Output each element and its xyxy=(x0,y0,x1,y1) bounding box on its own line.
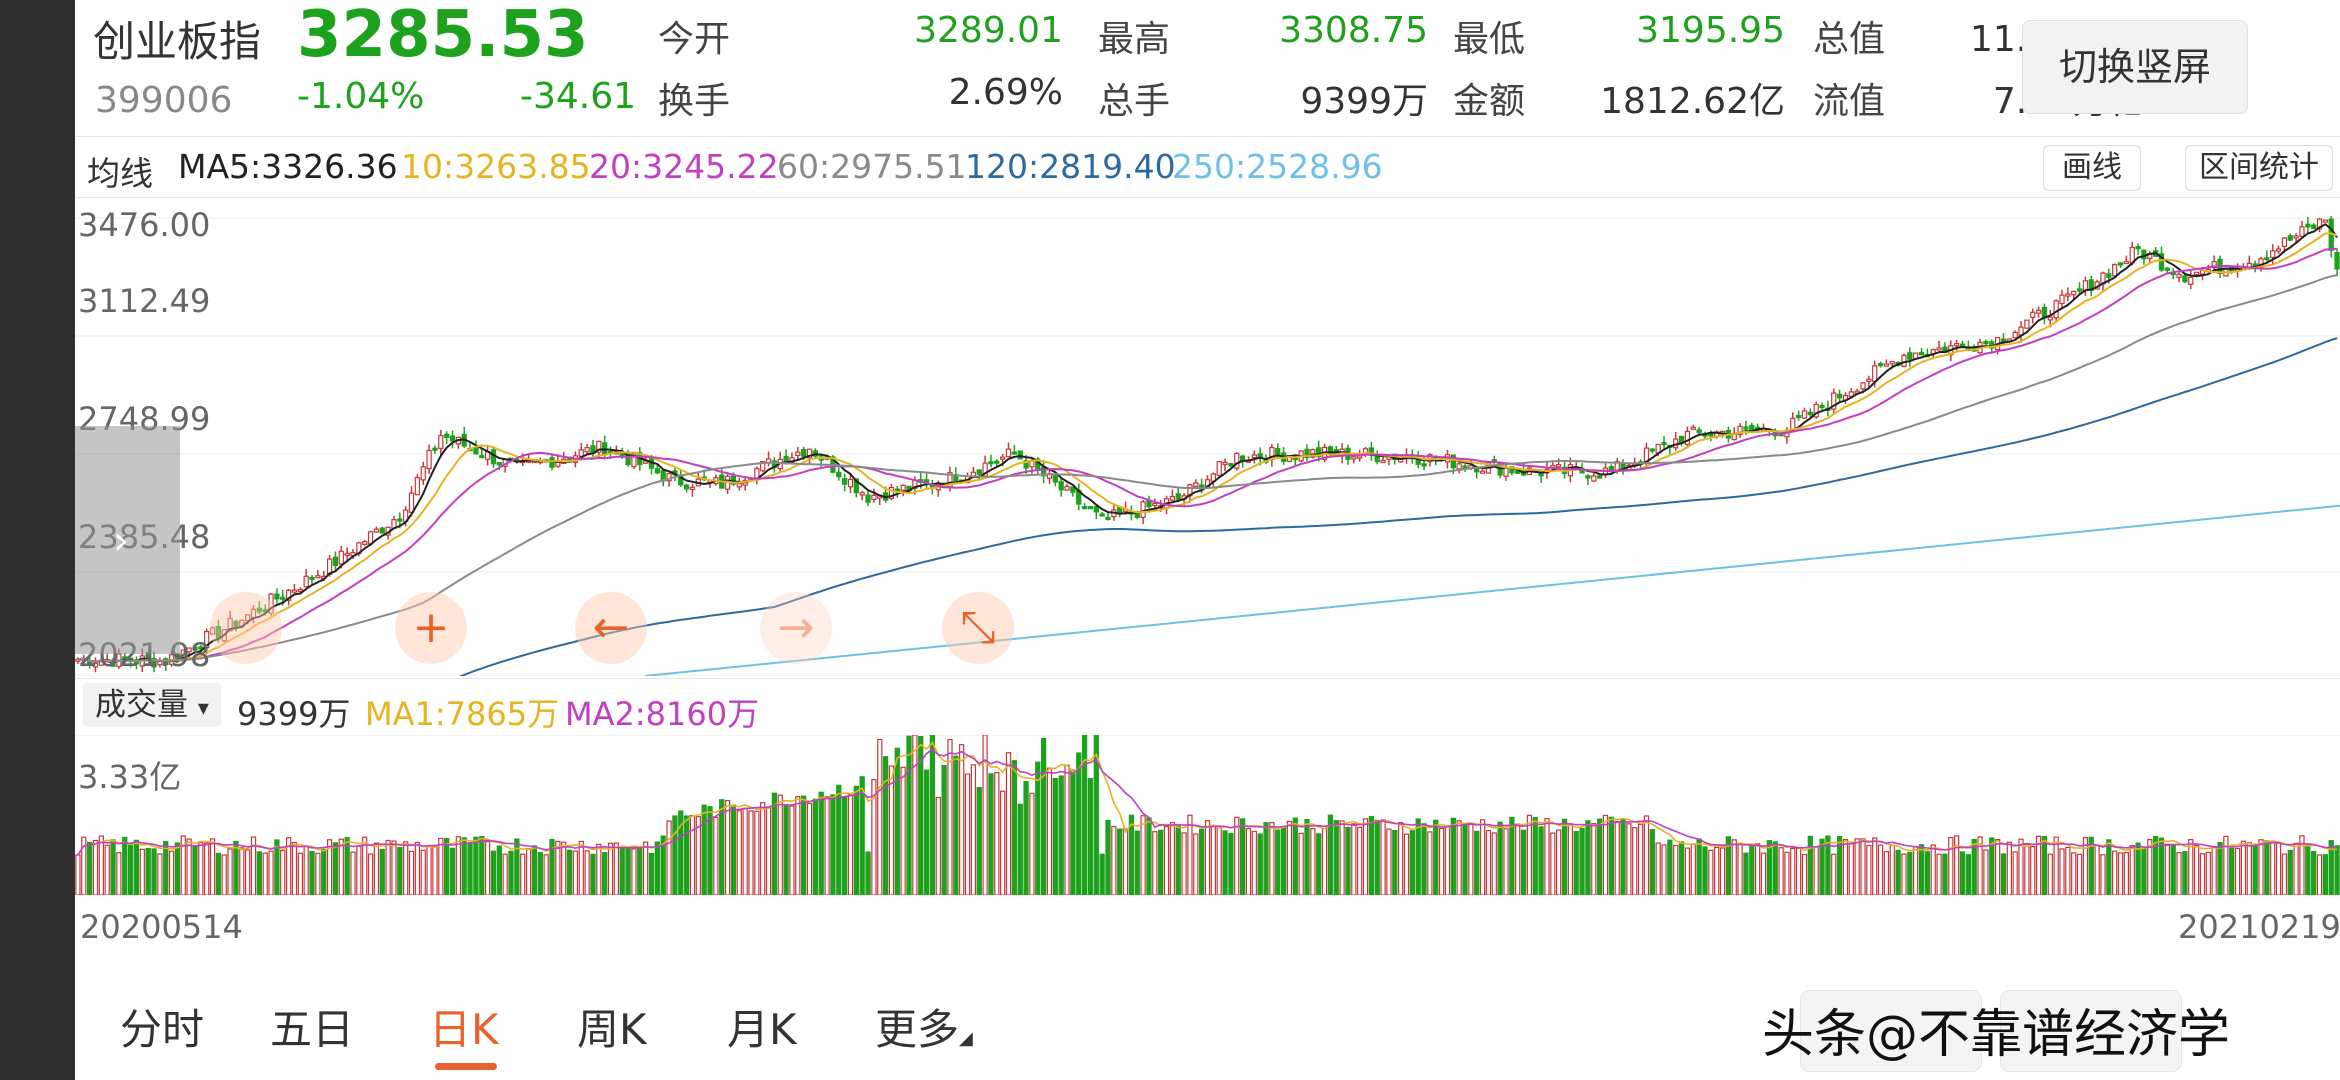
tab-more[interactable]: 更多◢ xyxy=(875,996,973,1057)
range-stats-button[interactable]: 区间统计 xyxy=(2185,145,2333,191)
candlestick-chart[interactable] xyxy=(75,198,2340,676)
ma20-value: 20:3245.22 xyxy=(589,147,779,186)
stat-label-high: 最高 xyxy=(1098,19,1171,60)
index-name: 创业板指 xyxy=(93,17,262,66)
stat-label-low: 最低 xyxy=(1453,19,1526,60)
stat-label-turnover: 换手 xyxy=(658,81,731,122)
indicator-selector-label: 成交量 xyxy=(95,687,188,723)
stat-value-high: 3308.75 xyxy=(1279,10,1428,51)
stat-value-low: 3195.95 xyxy=(1636,10,1785,51)
index-code: 399006 xyxy=(95,80,233,121)
ma10-value: 10:3263.85 xyxy=(401,147,591,186)
y-axis-label: 3476.00 xyxy=(78,206,211,244)
ma5-value: MA5:3326.36 xyxy=(178,147,398,186)
volume-ma1: MA1:7865万 xyxy=(365,695,560,733)
tab-more-label: 更多 xyxy=(875,1005,960,1054)
arrow-left-icon[interactable]: ← xyxy=(575,592,647,664)
end-date: 20210219 xyxy=(2178,908,2340,946)
collapse-icon[interactable]: ⤡ xyxy=(942,592,1014,664)
volume-chart[interactable] xyxy=(75,735,2340,895)
side-panel-toggle[interactable]: › xyxy=(75,426,180,654)
crosshair-ghost-button[interactable] xyxy=(210,592,282,664)
stat-value-volume: 9399万 xyxy=(1300,81,1428,122)
watermark: 头条@不靠谱经济学 xyxy=(1762,1005,2231,1065)
start-date: 20200514 xyxy=(80,908,243,946)
ma250-value: 250:2528.96 xyxy=(1172,147,1383,186)
corner-triangle-icon: ◢ xyxy=(959,1028,973,1049)
quote-header: 创业板指 399006 3285.53 -1.04% -34.61 今开 328… xyxy=(75,0,2340,135)
tab-weekly-k[interactable]: 周K xyxy=(577,1005,647,1054)
ma60-value: 60:2975.51 xyxy=(777,147,967,186)
arrow-right-icon[interactable]: → xyxy=(760,592,832,664)
ma-legend-label: 均线 xyxy=(87,154,153,193)
volume-ma2: MA2:8160万 xyxy=(565,695,760,733)
bottom-action-button[interactable] xyxy=(1800,990,1982,1072)
plus-icon[interactable]: + xyxy=(395,592,467,664)
tab-five-day[interactable]: 五日 xyxy=(270,1005,355,1054)
change-amount: -34.61 xyxy=(520,76,637,117)
stat-label-volume: 总手 xyxy=(1098,81,1171,122)
period-tabs: 分时 五日 日K 周K 月K 更多◢ xyxy=(75,950,2340,1080)
stat-label-amount: 金额 xyxy=(1453,81,1526,122)
draw-line-button[interactable]: 画线 xyxy=(2043,145,2141,191)
caret-down-icon: ▾ xyxy=(197,696,209,721)
tab-monthly-k[interactable]: 月K xyxy=(727,1005,797,1054)
bottom-action-button-2[interactable] xyxy=(2000,990,2182,1072)
switch-portrait-button[interactable]: 切换竖屏 xyxy=(2022,20,2248,114)
left-edge-bar xyxy=(0,0,75,1080)
stat-label-float-value: 流值 xyxy=(1813,81,1886,122)
indicator-selector[interactable]: 成交量 ▾ xyxy=(83,683,221,727)
stat-label-open: 今开 xyxy=(658,19,731,60)
ma120-value: 120:2819.40 xyxy=(965,147,1176,186)
stat-label-total-value: 总值 xyxy=(1813,19,1886,60)
volume-legend-bar: 成交量 ▾ 9399万 MA1:7865万 MA2:8160万 xyxy=(75,678,2340,735)
change-percent: -1.04% xyxy=(297,76,425,117)
stat-value-open: 3289.01 xyxy=(914,10,1063,51)
stat-value-turnover: 2.69% xyxy=(948,72,1063,113)
volume-value: 9399万 xyxy=(237,695,351,733)
volume-y-label: 3.33亿 xyxy=(78,758,182,796)
current-price: 3285.53 xyxy=(297,0,589,72)
ma-legend-bar: 均线 MA5:3326.36 10:3263.85 20:3245.22 60:… xyxy=(75,136,2340,198)
active-tab-indicator xyxy=(435,1063,497,1070)
stat-value-amount: 1812.62亿 xyxy=(1600,81,1785,122)
tab-daily-k[interactable]: 日K xyxy=(429,1005,499,1054)
tab-intraday[interactable]: 分时 xyxy=(120,1005,205,1054)
y-axis-label: 3112.49 xyxy=(78,282,211,320)
chevron-right-icon: › xyxy=(113,518,129,564)
